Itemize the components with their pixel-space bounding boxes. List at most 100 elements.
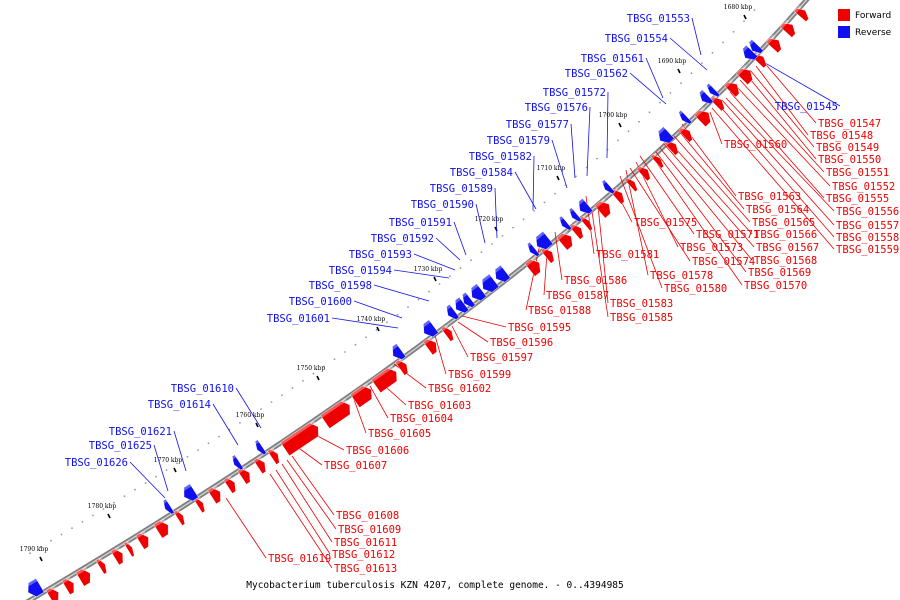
tick-dot: [638, 120, 640, 123]
forward-gene: [624, 175, 638, 193]
gene-label: TBSG_01549: [816, 142, 879, 154]
tick-label: 1780 kbp: [88, 503, 117, 510]
leader-line: [625, 169, 649, 276]
forward-gene: [793, 5, 809, 22]
reverse-gene: [676, 110, 693, 125]
gene-label: TBSG_01596: [490, 337, 553, 349]
leader-line: [353, 300, 403, 319]
genome-backbone: [25, 0, 810, 600]
tick-dot: [753, 9, 756, 12]
leader-line: [667, 139, 753, 235]
gene-label: TBSG_01568: [754, 255, 817, 267]
forward-gene: [678, 125, 693, 143]
tick-dot: [701, 62, 703, 64]
tick-dots: [29, 9, 756, 555]
tick-dot: [144, 482, 147, 485]
gene-label: TBSG_01604: [390, 413, 453, 425]
forward-gene: [735, 64, 753, 85]
reverse-gene: [524, 241, 540, 257]
reverse-gene: [229, 454, 244, 471]
tick-dot: [501, 235, 504, 237]
reverse-gene: [443, 304, 460, 320]
gene-label: TBSG_01555: [826, 193, 889, 205]
tick-label: 1720 kbp: [475, 216, 504, 223]
gene-label: TBSG_01550: [818, 154, 881, 166]
leader-line: [709, 111, 723, 145]
leader-line: [457, 321, 489, 343]
reverse-gene: [556, 215, 573, 231]
gene-label: TBSG_01593: [349, 249, 412, 261]
leader-line: [235, 387, 262, 429]
tick-label: 1740 kbp: [357, 316, 386, 323]
forward-gene: [267, 447, 280, 465]
leader-line: [735, 85, 831, 187]
gene-label: TBSG_01606: [346, 445, 409, 457]
leader-line: [451, 325, 469, 358]
gene-label: TBSG_01600: [289, 296, 352, 308]
leader-line: [749, 69, 815, 148]
leader-line: [275, 469, 331, 555]
gene-label: TBSG_01610: [171, 383, 234, 395]
gene-label: TBSG_01588: [528, 305, 591, 317]
tick-dot: [743, 20, 745, 22]
tick-dot: [554, 192, 556, 195]
tick-dot: [417, 298, 420, 301]
tick-dot: [134, 488, 136, 491]
gene-label: TBSG_01556: [836, 206, 899, 218]
tick-label: 1790 kbp: [20, 546, 49, 553]
leader-line: [373, 284, 430, 302]
leader-line: [570, 123, 576, 179]
leader-line: [554, 231, 563, 281]
tick-mark: [107, 513, 111, 519]
forward-gene: [320, 398, 351, 429]
leader-line: [369, 385, 389, 419]
legend: Forward Reverse: [838, 9, 892, 38]
forward-gene: [636, 163, 651, 182]
reverse-gene: [179, 483, 199, 502]
forward-gene: [95, 557, 107, 575]
tick-dot: [428, 290, 430, 293]
gene-label: TBSG_01626: [65, 457, 128, 469]
forward-gene: [135, 530, 149, 550]
tick-mark: [618, 122, 622, 128]
forward-gene: [779, 19, 796, 38]
tick-dot: [596, 157, 598, 160]
leader-line: [173, 430, 187, 472]
gene-label: TBSG_01603: [408, 400, 471, 412]
tick-mark: [376, 326, 380, 332]
tick-label: 1770 kbp: [154, 457, 183, 464]
gene-label: TBSG_01586: [564, 275, 627, 287]
forward-gene: [253, 456, 266, 475]
gene-label: TBSG_01621: [109, 426, 172, 438]
leader-line: [331, 317, 399, 329]
leader-line: [586, 106, 591, 177]
forward-gene: [173, 508, 186, 526]
tick-dot: [102, 508, 105, 510]
leader-line: [453, 221, 467, 256]
gene-label: TBSG_01553: [627, 13, 690, 25]
gene-label: TBSG_01569: [748, 267, 811, 279]
tick-dot: [396, 313, 399, 316]
legend-reverse-label: Reverse: [855, 28, 892, 38]
leader-line: [461, 315, 507, 328]
tick-dot: [71, 527, 73, 530]
gene-label: TBSG_01561: [581, 53, 644, 65]
reverse-gene: [599, 179, 616, 195]
tick-label: 1730 kbp: [414, 266, 443, 273]
gene-label: TBSG_01559: [836, 244, 899, 256]
tick-label: 1750 kbp: [297, 365, 326, 372]
gene-label: TBSG_01570: [744, 280, 807, 292]
gene-label: TBSG_01602: [428, 383, 491, 395]
genome-caption: Mycobacterium tuberculosis KZN 4207, com…: [246, 580, 624, 591]
gene-label: TBSG_01574: [692, 256, 755, 268]
leader-line: [129, 461, 166, 499]
tick-dot: [176, 462, 178, 465]
tick-dot: [543, 201, 546, 204]
gene-label: TBSG_01595: [508, 322, 571, 334]
tick-dot: [522, 218, 525, 221]
reverse-gene: [23, 578, 45, 597]
gene-label: TBSG_01605: [368, 428, 431, 440]
tick-dot: [375, 328, 378, 331]
genome-backbone-highlight: [28, 0, 808, 600]
